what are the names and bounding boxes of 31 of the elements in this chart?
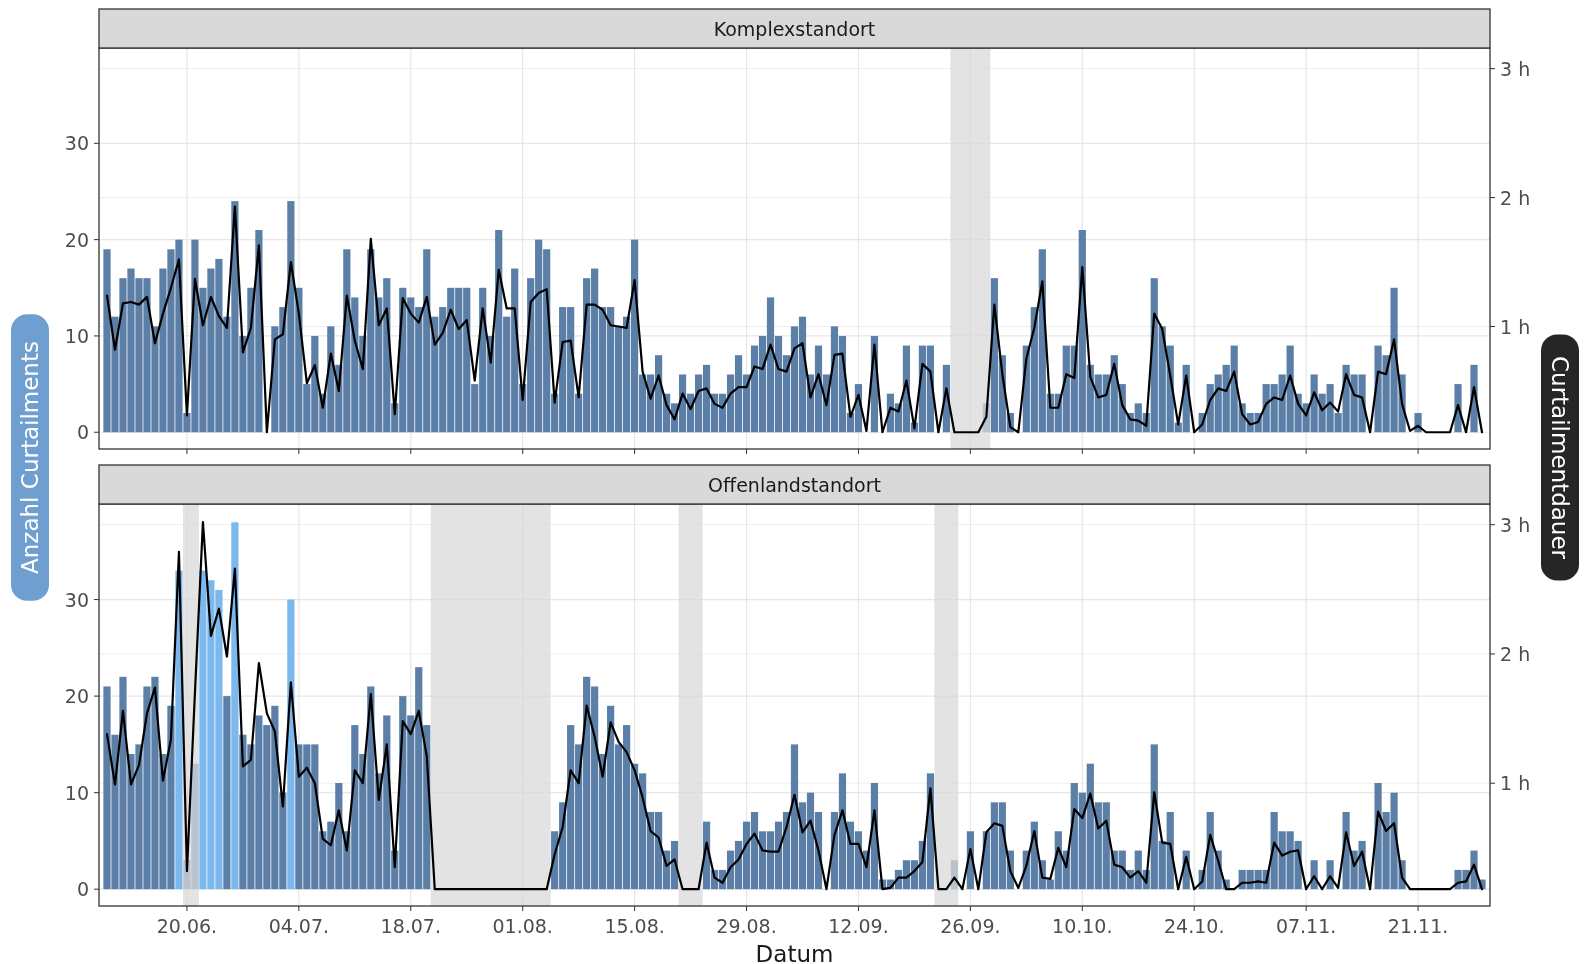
x-tick-label: 10.10. <box>1052 915 1113 937</box>
x-tick-label: 12.09. <box>828 915 889 937</box>
x-axis-title: Datum <box>755 941 834 964</box>
y-tick-label: 30 <box>64 132 89 155</box>
x-tick-label: 24.10. <box>1163 915 1225 937</box>
y-tick-label: 10 <box>64 324 89 347</box>
y2-axis-title: Curtailmentdauer <box>1547 355 1573 560</box>
y-tick-label: 30 <box>64 588 89 611</box>
x-tick-label: 04.07. <box>268 915 330 937</box>
y2-tick-label: 3 h <box>1500 513 1531 536</box>
y2-tick-label: 3 h <box>1500 57 1531 80</box>
y2-tick-label: 2 h <box>1500 642 1531 665</box>
y2-tick-label: 1 h <box>1500 772 1531 795</box>
y-tick-label: 20 <box>64 228 89 251</box>
y2-tick-label: 1 h <box>1500 315 1531 338</box>
y-tick-label: 20 <box>64 685 89 708</box>
x-tick-label: 29.08. <box>716 915 777 937</box>
x-tick-label: 18.07. <box>380 915 441 937</box>
x-tick-label: 20.06. <box>156 915 218 937</box>
x-tick-label: 26.09. <box>940 915 1001 937</box>
x-tick-label: 15.08. <box>604 915 665 937</box>
chart-title: Komplexstandort <box>713 17 876 40</box>
x-tick-label: 01.08. <box>492 915 553 937</box>
y-tick-label: 10 <box>64 781 89 804</box>
y-tick-label: 0 <box>76 421 89 444</box>
y-axis-title: Anzahl Curtailments <box>17 341 43 574</box>
x-tick-label: 07.11. <box>1275 915 1337 937</box>
y2-tick-label: 2 h <box>1500 186 1531 209</box>
chart-title: Offenlandstandort <box>708 473 881 496</box>
x-tick-label: 21.11. <box>1387 915 1449 937</box>
y-tick-label: 0 <box>76 878 89 901</box>
